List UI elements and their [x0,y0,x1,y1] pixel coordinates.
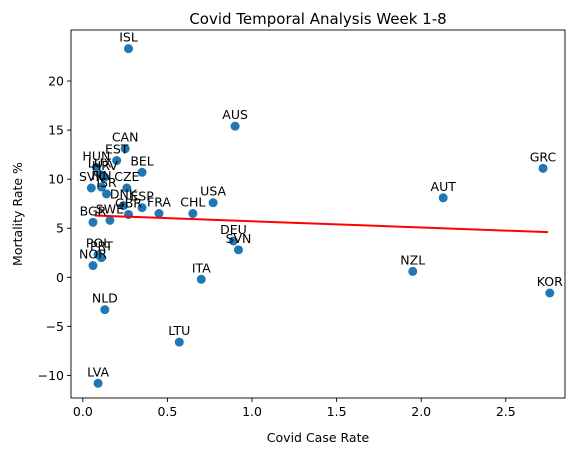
x-tick-label: 2.0 [411,404,431,419]
chart-title: Covid Temporal Analysis Week 1-8 [189,10,446,28]
data-point-aut [438,193,448,203]
point-label-ltu: LTU [168,323,190,338]
y-tick-label: 5 [56,221,64,236]
x-axis: 0.0 0.5 1.0 1.5 2.0 2.5 [73,398,516,419]
x-tick-label: 1.5 [327,404,347,419]
point-label-chl: CHL [180,195,205,210]
point-label-deu: DEU [220,222,247,237]
point-label-bel: BEL [130,153,153,168]
point-label-esp: ESP [130,189,154,204]
x-tick-label: 0.5 [157,404,177,419]
point-label-hun: HUN [82,148,110,163]
data-point-isr [102,189,112,199]
data-point-svn [233,245,243,255]
point-label-isr: ISR [96,175,117,190]
data-point-ltu [174,337,184,347]
point-label-kor: KOR [537,274,563,289]
data-point-deu [228,236,238,246]
point-label-lux: LUX [88,155,112,170]
point-label-gbr: GBR [115,195,142,210]
data-point-isl [124,44,134,54]
data-point-est [112,156,122,166]
point-label-swe: SWE [96,201,124,216]
data-point-bgr [88,217,98,227]
point-label-usa: USA [200,184,226,199]
y-axis-title: Mortality Rate % [10,162,25,266]
data-point-nld [100,305,110,315]
data-point-nzl [408,266,418,276]
point-label-aus: AUS [222,107,248,122]
data-point-dnk [118,201,128,211]
data-point-swe [105,215,115,225]
x-tick-label: 0.0 [73,404,93,419]
data-point-chl [188,209,198,219]
data-point-esp [137,203,147,213]
point-label-aut: AUT [431,179,457,194]
data-point-aus [230,121,240,131]
data-point-nor [88,261,98,271]
point-label-nzl: NZL [400,252,425,267]
point-label-fra: FRA [147,195,171,210]
data-point-hun [91,162,101,172]
point-label-grc: GRC [530,149,557,164]
data-point-fra [154,209,164,219]
point-label-fin: FIN [91,168,111,183]
data-point-kor [545,288,555,298]
point-label-cze: CZE [114,169,139,184]
point-label-pol: POL [86,236,110,251]
plot-frame [70,29,566,399]
data-point-grc [538,163,548,173]
data-point-svk [86,183,96,193]
x-tick-label: 2.5 [496,404,516,419]
data-point-ita [196,274,206,284]
y-tick-label: 0 [56,270,64,285]
y-tick-label: −5 [46,319,64,334]
point-label-prt: PRT [90,239,113,254]
point-label-lva: LVA [87,364,109,379]
data-point-prt [96,253,106,263]
data-point-hrv [100,172,110,182]
data-point-fin [96,182,106,192]
y-tick-label: 20 [48,74,64,89]
x-axis-title: Covid Case Rate [267,430,370,445]
point-label-svk: SVK [79,169,104,184]
point-label-ita: ITA [192,260,211,275]
data-point-cze [122,183,132,193]
y-tick-label: 15 [48,123,64,138]
data-point-bel [137,167,147,177]
x-tick-label: 1.0 [242,404,262,419]
data-point-lva [93,378,103,388]
point-label-hrv: HRV [92,158,118,173]
y-axis: −10 −5 0 5 10 15 20 [38,74,71,383]
point-label-nld: NLD [92,291,118,306]
point-label-dnk: DNK [110,187,138,202]
point-label-bgr: BGR [80,203,107,218]
point-label-svn: SVN [226,231,252,246]
y-tick-label: 10 [48,172,64,187]
point-label-est: EST [105,142,129,157]
point-label-can: CAN [112,130,139,145]
trend-line [94,214,549,234]
data-point-can [120,144,130,154]
data-point-usa [208,198,218,208]
point-label-nor: NOR [79,247,107,262]
point-label-isl: ISL [119,30,138,45]
y-tick-label: −10 [38,368,64,383]
